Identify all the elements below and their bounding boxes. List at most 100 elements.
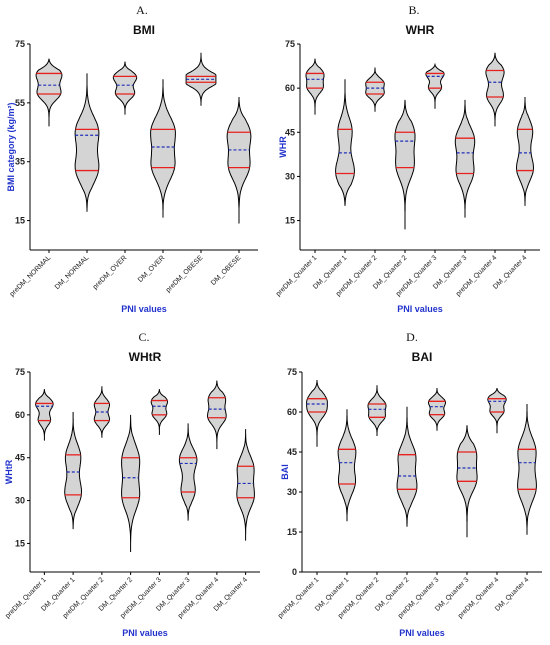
violin-preDM_OVER — [112, 61, 138, 115]
y-tick-label: 15 — [15, 216, 25, 226]
violin-preDM_Quarter 3 — [425, 62, 445, 109]
violin-preDM_Quarter 2 — [93, 386, 110, 438]
violin-body — [428, 388, 446, 431]
violin-body — [185, 52, 217, 106]
chart-title: WHtR — [129, 350, 162, 364]
violin-body — [64, 412, 82, 530]
y-tick-label: 0 — [292, 567, 297, 577]
violin-preDM_Quarter 3 — [428, 388, 446, 431]
panel-4: D. BAI 0 15 30 45 60 75 BAI PNI values preDM_Quart… — [277, 330, 542, 638]
violin-preDM_Quarter 1 — [305, 58, 325, 115]
violin-body — [150, 79, 176, 218]
violin-DM_Quarter 2 — [121, 414, 141, 552]
violin-DM_Quarter 3 — [454, 99, 476, 218]
y-tick-label: 55 — [15, 98, 25, 108]
y-tick-label: 30 — [15, 496, 25, 506]
violin-DM_Quarter 2 — [394, 99, 416, 230]
y-tick-label: 30 — [285, 171, 295, 181]
violin-preDM_Quarter 4 — [485, 52, 505, 127]
y-tick-label: 15 — [285, 216, 295, 226]
violin-preDM_Quarter 3 — [150, 389, 169, 435]
violin-DM_Quarter 4 — [515, 97, 535, 206]
chart-title: BMI — [133, 23, 155, 37]
y-axis-label: WHR — [278, 136, 288, 158]
y-tick-label: 75 — [287, 367, 297, 377]
x-tick-label: DM_NORMAL — [54, 254, 91, 291]
violin-body — [487, 387, 507, 434]
violin-body — [425, 62, 445, 109]
x-tick-label: DM_OBESE — [210, 254, 243, 287]
y-tick-label: 75 — [15, 367, 25, 377]
violin-DM_Quarter 4 — [517, 404, 537, 535]
x-axis-label: PNI values — [399, 628, 445, 638]
violin-body — [365, 67, 385, 112]
panel-letter: A. — [136, 3, 148, 17]
violin-DM_Quarter 4 — [236, 429, 255, 541]
x-tick-label: preDM_Quarter 1 — [277, 576, 321, 620]
violin-body — [306, 380, 328, 447]
x-tick-label: preDM_OVER — [92, 254, 129, 291]
y-tick-label: 45 — [15, 453, 25, 463]
violin-DM_NORMAL — [74, 73, 100, 212]
violin-body — [206, 380, 227, 450]
panel-letter: C. — [138, 330, 149, 344]
y-axis-label: WHtR — [4, 459, 14, 484]
violin-DM_Quarter 1 — [337, 409, 357, 522]
violin-preDM_Quarter 2 — [365, 67, 385, 112]
y-tick-label: 60 — [15, 410, 25, 420]
y-axis-label: BMI category (kg/m²) — [6, 102, 16, 191]
violin-body — [226, 97, 252, 224]
violin-body — [236, 429, 255, 541]
violin-body — [178, 423, 198, 521]
y-tick-label: 15 — [15, 538, 25, 548]
x-tick-label: DM_OVER — [137, 254, 166, 283]
y-tick-label: 15 — [287, 527, 297, 537]
violin-DM_Quarter 1 — [335, 79, 355, 206]
x-axis-label: PNI values — [121, 304, 167, 314]
violin-body — [485, 52, 505, 127]
violin-preDM_Quarter 4 — [206, 380, 227, 450]
panel-2: B. WHR 15 30 45 60 75 WHR PNI values preDM_Quarte… — [275, 3, 540, 314]
x-tick-label: preDM_NORMAL — [9, 254, 53, 298]
violin-DM_OBESE — [226, 97, 252, 224]
violin-preDM_OBESE — [185, 52, 217, 106]
x-tick-label: preDM_Quarter 1 — [275, 254, 319, 298]
violin-preDM_Quarter 1 — [35, 389, 54, 441]
panel-letter: D. — [406, 330, 418, 344]
chart-title: WHR — [406, 23, 435, 37]
violin-DM_Quarter 2 — [396, 406, 418, 527]
violin-body — [305, 58, 325, 115]
y-tick-label: 60 — [285, 83, 295, 93]
y-tick-label: 60 — [287, 407, 297, 417]
y-tick-label: 30 — [287, 487, 297, 497]
violin-DM_Quarter 3 — [456, 425, 478, 538]
violin-body — [121, 414, 141, 552]
x-axis-label: PNI values — [122, 628, 168, 638]
violin-body — [35, 389, 54, 441]
violin-body — [337, 409, 357, 522]
violin-body — [335, 79, 355, 206]
violin-body — [367, 385, 387, 436]
y-tick-label: 75 — [15, 39, 25, 49]
violin-body — [112, 61, 138, 115]
violin-preDM_Quarter 4 — [487, 387, 507, 434]
y-tick-label: 35 — [15, 157, 25, 167]
violin-body — [150, 389, 169, 435]
violin-body — [394, 99, 416, 230]
violin-DM_Quarter 3 — [178, 423, 198, 521]
violin-preDM_Quarter 2 — [367, 385, 387, 436]
y-tick-label: 75 — [285, 39, 295, 49]
violin-DM_Quarter 1 — [64, 412, 82, 530]
violin-body — [454, 99, 476, 218]
panel-3: C. WHtR 15 30 45 60 75 WHtR PNI values preDM_Quar… — [4, 330, 260, 638]
violin-preDM_NORMAL — [35, 58, 63, 127]
violin-DM_OVER — [150, 79, 176, 218]
chart-title: BAI — [412, 350, 433, 364]
violin-body — [517, 404, 537, 535]
panel-1: A. BMI 15 35 55 75 BMI category (kg/m²) PNI val… — [6, 3, 258, 314]
violin-body — [515, 97, 535, 206]
y-tick-label: 45 — [287, 447, 297, 457]
violin-body — [35, 58, 63, 127]
violin-body — [74, 73, 100, 212]
